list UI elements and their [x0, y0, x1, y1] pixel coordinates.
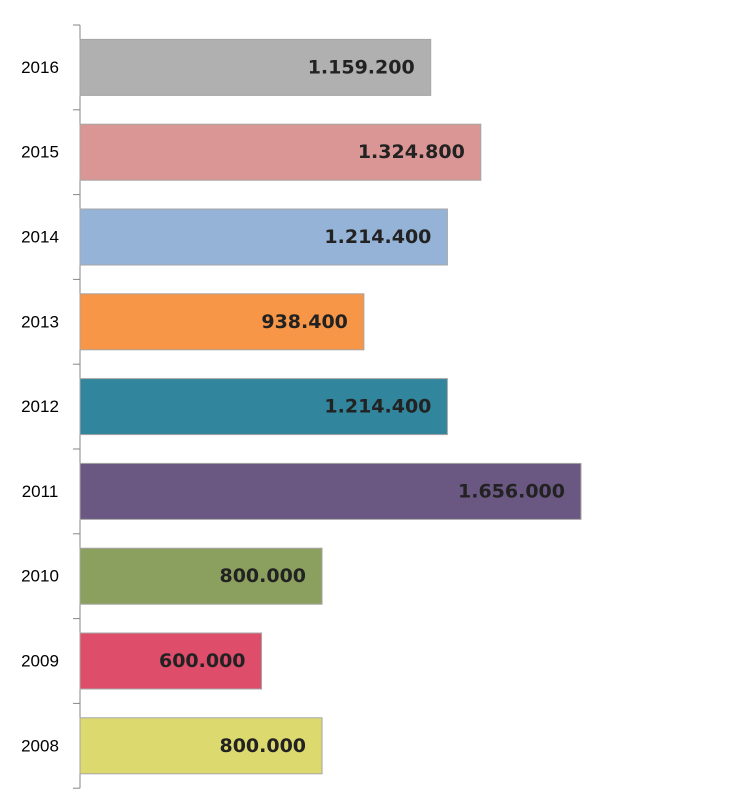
- category-label-2012: 2012: [21, 397, 59, 416]
- bar-2009: [79, 632, 263, 690]
- bar-2015: [79, 123, 482, 181]
- value-label-2016: 1.159.200: [308, 56, 415, 78]
- value-label-2013: 938.400: [261, 311, 348, 333]
- value-label-2012: 1.214.400: [324, 396, 431, 418]
- category-label-2009: 2009: [21, 652, 59, 671]
- category-label-2016: 2016: [21, 58, 59, 77]
- category-label-2008: 2008: [21, 736, 59, 755]
- bar-2011: [79, 462, 582, 520]
- category-axis: [73, 24, 81, 789]
- category-label-2013: 2013: [21, 312, 59, 331]
- category-label-2014: 2014: [21, 228, 59, 247]
- bar-2016: [79, 38, 432, 96]
- value-label-2009: 600.000: [159, 650, 246, 672]
- bar-2010: [79, 547, 323, 605]
- bar-2014: [79, 208, 448, 266]
- bar-2013: [79, 293, 365, 351]
- value-label-2011: 1.656.000: [458, 480, 565, 502]
- value-label-2015: 1.324.800: [358, 141, 465, 163]
- value-label-2014: 1.214.400: [324, 226, 431, 248]
- value-label-2008: 800.000: [219, 735, 306, 757]
- category-label-2011: 2011: [22, 482, 59, 501]
- labels: 2016 1.159.200 2015 1.324.800 2014 1.214.400 2…: [21, 56, 565, 756]
- bar-2012: [79, 378, 448, 436]
- bars: [79, 38, 582, 775]
- category-label-2015: 2015: [21, 143, 59, 162]
- category-label-2010: 2010: [21, 567, 59, 586]
- value-label-2010: 800.000: [219, 565, 306, 587]
- bar-2008: [79, 717, 323, 775]
